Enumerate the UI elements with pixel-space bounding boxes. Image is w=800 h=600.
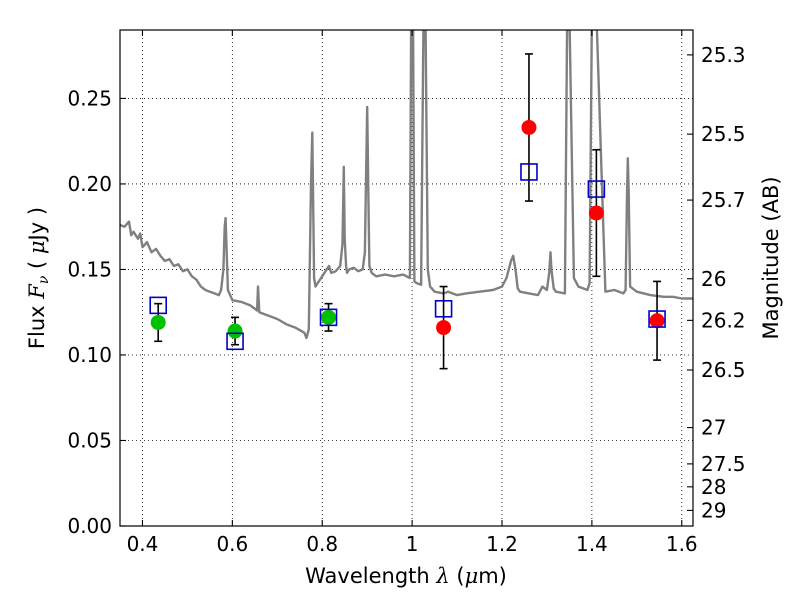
y-tick-label: 0.20 [67,172,112,196]
mag-tick-label: 26.2 [701,308,746,332]
x-tick-label: 0.4 [127,532,159,556]
observed-point [649,313,665,329]
model-point [319,308,338,327]
y-tick-label: 0.05 [67,428,112,452]
x-tick-label: 1.4 [576,532,608,556]
mag-tick-label: 25.7 [701,188,746,212]
observed-point [150,314,166,330]
model-point [520,163,538,181]
model-point [149,296,167,315]
mag-tick-label: 25.5 [701,122,746,146]
x-axis-title: Wavelength λ (μm) [305,564,507,588]
grid [120,30,693,526]
y-axis-title: Flux Fν ( μJy ) [25,207,52,349]
y-tick-label: 0.25 [67,86,112,110]
data-points [149,53,666,370]
observed-point [521,119,537,135]
magnitude-axis-title: Magnitude (AB) [759,176,783,339]
axis-ticks: 0.4 0.6 0.8 1 1.2 1.4 1.6 0.00 0.05 0.10 0.15 0.20 0… [67,30,746,556]
y-tick-label: 0.00 [67,514,112,538]
observed-point [321,309,337,325]
observed-point [227,323,243,339]
mag-tick-label: 27 [701,416,726,440]
mag-tick-label: 25.3 [701,43,746,67]
model-point [648,310,666,328]
y-tick-label: 0.15 [67,257,112,281]
plot-frame [119,29,694,527]
x-tick-label: 1.6 [666,532,698,556]
observed-point [588,205,604,221]
x-tick-label: 1.2 [486,532,518,556]
mag-tick-label: 26.5 [701,358,746,382]
y-tick-label: 0.10 [67,343,112,367]
x-tick-label: 0.8 [306,532,338,556]
x-tick-label: 0.6 [216,532,248,556]
model-point [226,332,244,351]
mag-tick-label: 28 [701,475,726,499]
x-tick-label: 1 [406,532,419,556]
model-point [434,299,453,318]
mag-tick-label: 27.5 [701,452,746,476]
mag-tick-label: 26 [701,267,726,291]
model-point [587,180,606,198]
observed-point [436,320,452,336]
model-spectrum [120,30,693,340]
model-spectrum-line [120,30,693,340]
mag-tick-label: 29 [701,498,726,522]
